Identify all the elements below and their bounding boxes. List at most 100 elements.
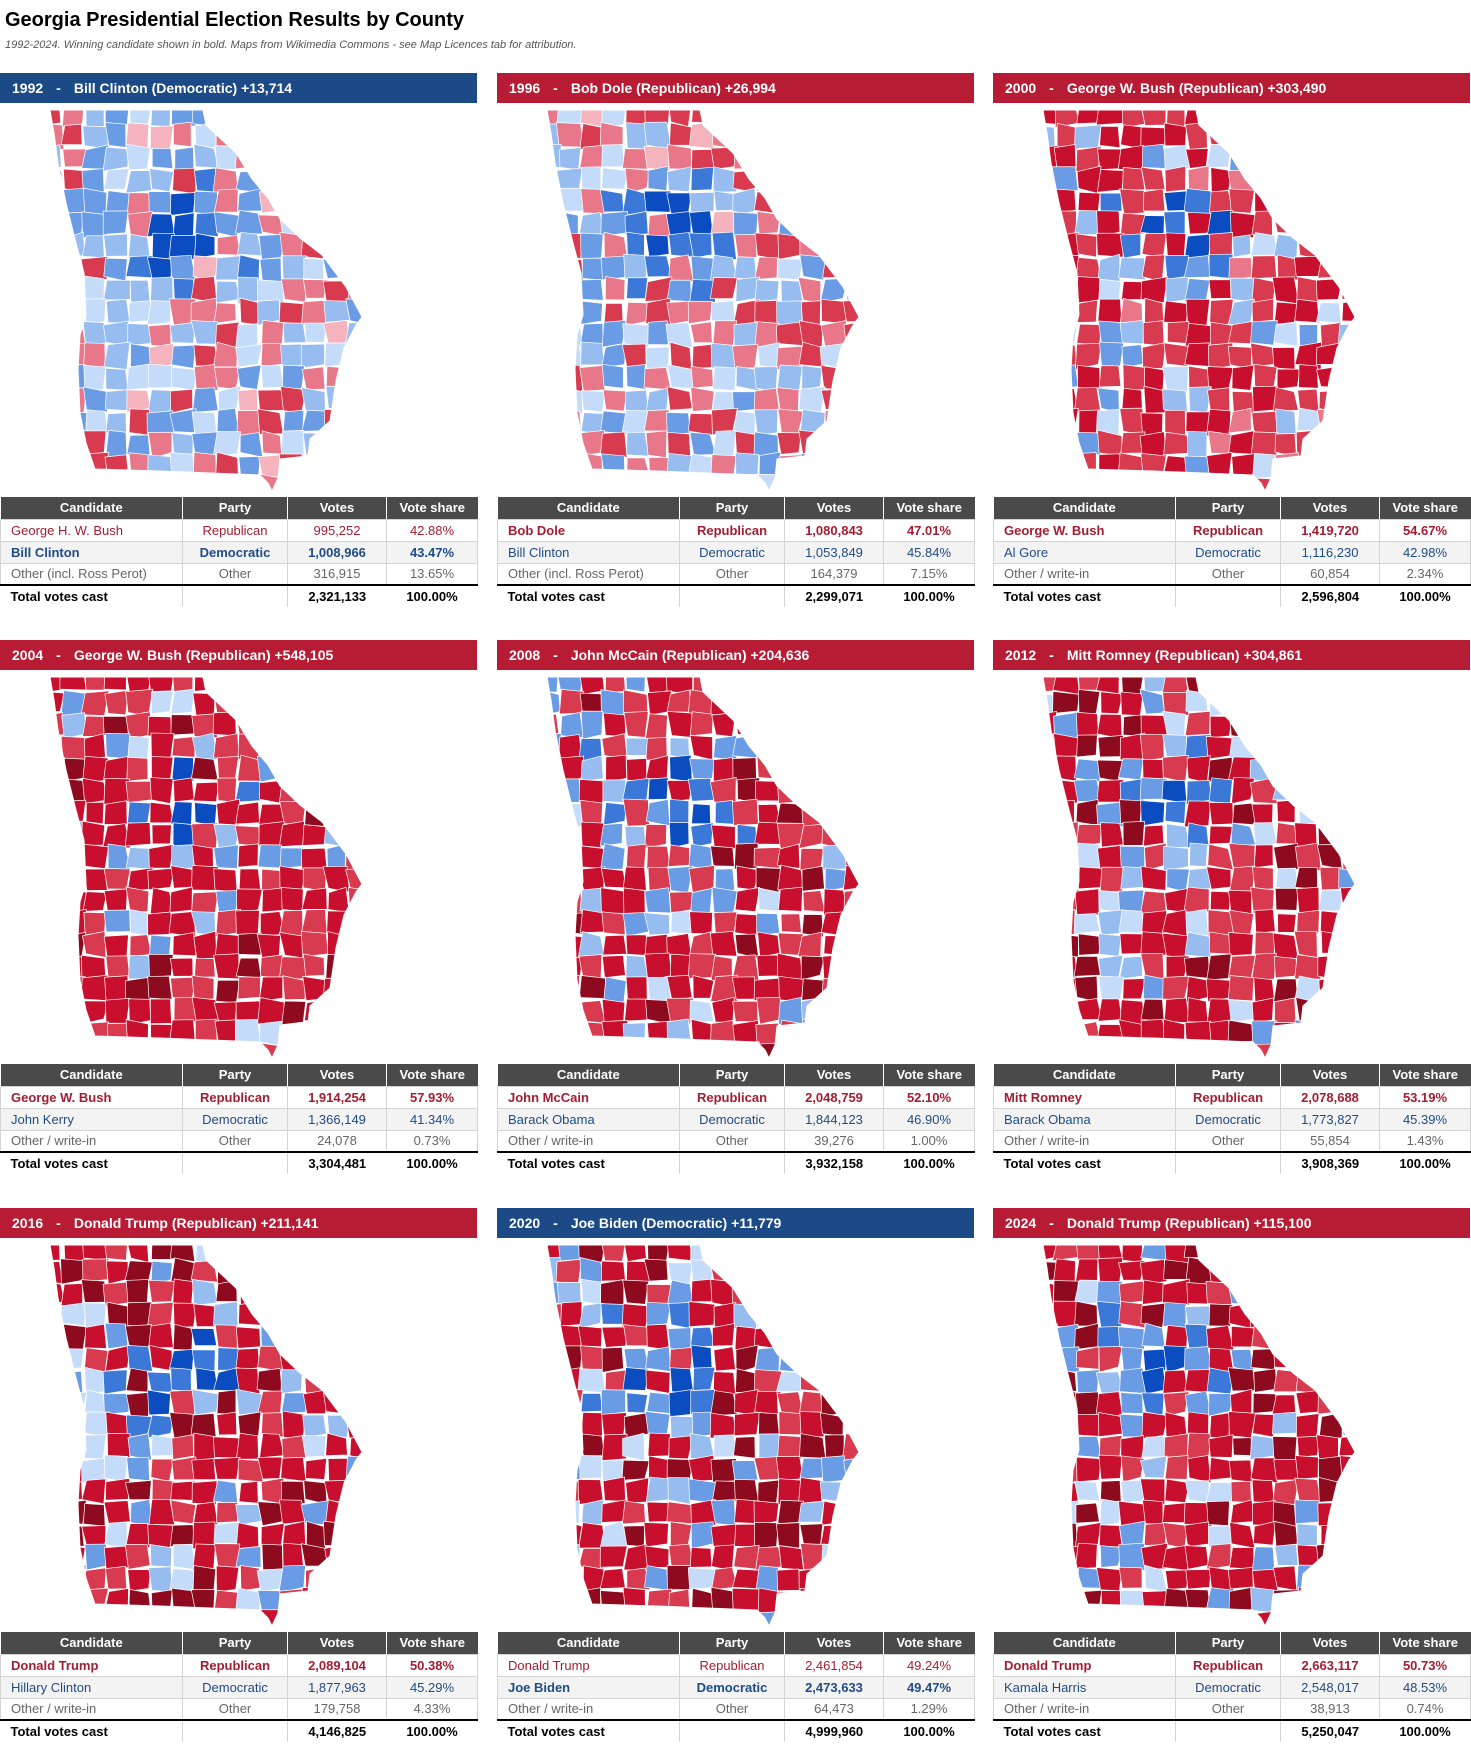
county-shape — [646, 1391, 672, 1414]
county-shape — [667, 1477, 691, 1505]
candidate-cell: George W. Bush — [993, 518, 1176, 542]
county-shape — [50, 908, 63, 933]
county-shape — [1139, 110, 1167, 126]
county-shape — [1251, 410, 1278, 434]
county-shape — [1140, 166, 1166, 191]
county-shape — [300, 387, 326, 414]
county-shape — [1295, 1612, 1322, 1626]
header-share: Vote share — [386, 1064, 478, 1086]
county-shape — [666, 779, 694, 802]
party-cell: Other — [182, 1129, 288, 1153]
county-shape — [754, 299, 780, 324]
header-share: Vote share — [883, 1632, 975, 1654]
county-shape — [820, 453, 845, 480]
county-shape — [61, 1523, 85, 1547]
county-shape — [713, 190, 735, 212]
county-shape — [215, 255, 241, 281]
county-shape — [623, 887, 646, 915]
county-shape — [1251, 167, 1276, 193]
county-shape — [60, 1564, 87, 1594]
county-shape — [50, 478, 63, 491]
county-shape — [345, 1455, 362, 1480]
county-shape — [1316, 1542, 1345, 1571]
county-shape — [50, 799, 64, 826]
county-shape — [687, 413, 715, 436]
county-shape — [1119, 477, 1142, 491]
county-shape — [1232, 1610, 1253, 1626]
county-map — [49, 676, 363, 1060]
county-shape — [1053, 144, 1077, 170]
header-votes: Votes — [287, 497, 387, 519]
county-shape — [1162, 845, 1189, 872]
total-party-cell — [1175, 1719, 1281, 1742]
county-shape — [1230, 277, 1255, 303]
county-shape — [194, 232, 216, 260]
county-shape — [547, 319, 558, 346]
county-shape — [280, 689, 303, 717]
county-shape — [85, 110, 105, 128]
county-shape — [622, 798, 650, 827]
county-shape — [1139, 733, 1165, 762]
county-shape — [191, 1612, 219, 1626]
county-shape — [1140, 452, 1167, 477]
county-shape — [1053, 1258, 1076, 1283]
county-shape — [547, 824, 562, 850]
county-shape — [1162, 1369, 1189, 1394]
county-shape — [1271, 755, 1299, 784]
county-shape — [1228, 1411, 1257, 1439]
county-shape — [1055, 843, 1076, 869]
county-shape — [1317, 1018, 1343, 1048]
county-shape — [323, 453, 351, 480]
county-shape — [1118, 1566, 1143, 1589]
county-shape — [260, 1609, 285, 1626]
county-shape — [666, 144, 692, 170]
county-shape — [1338, 755, 1355, 782]
results-table: Candidate Party Votes Vote share John McCain… — [497, 1064, 975, 1174]
county-shape — [102, 210, 129, 235]
county-shape — [600, 255, 627, 281]
county-shape — [173, 278, 197, 302]
county-shape — [168, 1040, 196, 1058]
county-shape — [1184, 233, 1212, 260]
county-shape — [1340, 124, 1355, 151]
county-shape — [1161, 779, 1188, 805]
county-shape — [1341, 713, 1355, 739]
table-header-row: Candidate Party Votes Vote share — [497, 1632, 975, 1654]
county-shape — [559, 147, 582, 171]
county-shape — [1099, 1498, 1124, 1527]
header-share: Vote share — [883, 1064, 975, 1086]
county-shape — [1228, 843, 1256, 870]
county-shape — [324, 342, 351, 368]
table-row: Donald Trump Republican 2,663,117 50.73% — [993, 1653, 1471, 1677]
county-shape — [1053, 388, 1079, 413]
county-shape — [1254, 909, 1276, 935]
county-shape — [580, 821, 605, 848]
results-table: Candidate Party Votes Vote share Donald Trum… — [0, 1632, 478, 1742]
county-shape — [710, 474, 736, 491]
county-shape — [821, 189, 847, 214]
county-shape — [344, 124, 362, 150]
county-shape — [1184, 1521, 1209, 1548]
county-shape — [1184, 1589, 1212, 1614]
county-shape — [215, 1565, 240, 1593]
county-shape — [800, 714, 826, 740]
county-shape — [60, 1302, 87, 1327]
county-shape — [147, 911, 175, 936]
county-shape — [547, 191, 561, 214]
county-shape — [213, 733, 240, 762]
county-shape — [82, 386, 109, 413]
county-shape — [172, 1323, 194, 1351]
share-cell: 45.29% — [386, 1675, 478, 1699]
county-shape — [238, 1480, 259, 1504]
county-shape — [1075, 1567, 1101, 1589]
county-shape — [193, 781, 220, 802]
county-shape — [169, 254, 197, 282]
county-shape — [754, 279, 780, 303]
county-shape — [841, 1046, 859, 1058]
county-shape — [1051, 889, 1080, 911]
county-shape — [1317, 954, 1344, 982]
county-shape — [1252, 1043, 1277, 1058]
county-shape — [557, 1042, 583, 1058]
county-shape — [709, 930, 738, 957]
county-shape — [560, 1500, 580, 1527]
